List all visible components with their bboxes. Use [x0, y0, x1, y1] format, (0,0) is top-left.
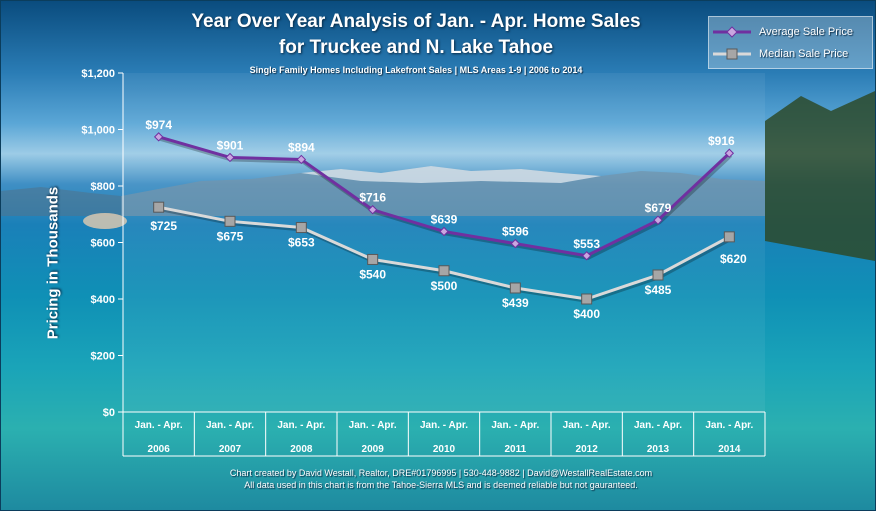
legend-label-median: Median Sale Price: [759, 48, 849, 60]
average-sale-price-point: [510, 238, 521, 249]
legend-item-median: Median Sale Price: [709, 45, 848, 63]
footer-credit: Chart created by David Westall, Realtor,…: [229, 468, 653, 478]
average-sale-price-label: $894: [288, 140, 315, 154]
average-sale-price-label: $916: [708, 134, 735, 148]
chart-title: Year Over Year Analysis of Jan. - Apr. H…: [191, 11, 641, 32]
plot-background: [123, 73, 765, 412]
median-sale-price-label: $675: [217, 229, 244, 243]
median-sale-price-point: [153, 201, 165, 213]
x-category-label: Jan. - Apr.: [420, 420, 468, 431]
chart-subtitle: Single Family Homes Including Lakefront …: [249, 65, 583, 75]
average-sale-price-point: [225, 152, 235, 163]
average-sale-price-label: $901: [217, 138, 244, 152]
average-sale-price-label: $974: [145, 118, 172, 132]
median-sale-price-point: [509, 282, 521, 294]
legend: Average Sale Price Median Sale Price: [708, 16, 873, 69]
median-sale-price-label: $620: [720, 252, 747, 266]
chart-title-line2: for Truckee and N. Lake Tahoe: [278, 37, 554, 58]
average-sale-price-point: [153, 132, 164, 142]
median-sale-price-point: [652, 269, 664, 281]
x-category-year: 2009: [362, 444, 385, 455]
median-sale-price-point: [295, 222, 307, 234]
x-category-year: 2012: [576, 444, 599, 455]
y-tick-label: $800: [91, 181, 115, 193]
average-sale-price-label: $596: [502, 225, 529, 239]
y-tick-label: $0: [103, 407, 115, 419]
legend-swatch-average: [713, 26, 751, 38]
x-category-label: Jan. - Apr.: [705, 420, 753, 431]
median-sale-price-label: $540: [359, 267, 386, 281]
average-sale-price-label: $553: [573, 237, 600, 251]
median-sale-price-point: [224, 215, 236, 227]
x-category-year: 2006: [148, 444, 171, 455]
x-category-year: 2011: [504, 444, 526, 455]
x-category-label: Jan. - Apr.: [563, 420, 611, 431]
x-category-label: Jan. - Apr.: [135, 420, 183, 431]
y-tick-label: $200: [91, 351, 115, 363]
legend-item-average: Average Sale Price: [709, 23, 853, 41]
y-tick-label: $1,000: [81, 125, 115, 137]
x-category-label: Jan. - Apr.: [206, 420, 254, 431]
average-sale-price-label: $679: [645, 201, 672, 215]
median-sale-price-point: [367, 253, 379, 265]
footer-disclaimer: All data used in this chart is from the …: [244, 480, 638, 490]
x-category-year: 2007: [219, 444, 242, 455]
average-sale-price-point: [439, 226, 449, 237]
median-sale-price-point: [723, 231, 735, 243]
median-sale-price-label: $439: [502, 296, 529, 310]
average-sale-price-label: $716: [359, 191, 386, 205]
x-category-year: 2008: [290, 444, 313, 455]
average-sale-price-point: [653, 215, 663, 225]
legend-swatch-median: [713, 48, 751, 60]
median-sale-price-point: [438, 265, 450, 277]
average-sale-price-point: [367, 205, 378, 215]
y-tick-label: $400: [91, 294, 115, 306]
median-sale-price-label: $485: [645, 283, 672, 297]
x-category-year: 2014: [718, 444, 741, 455]
median-sale-price-label: $725: [150, 219, 177, 233]
x-category-year: 2013: [647, 444, 670, 455]
x-category-year: 2010: [433, 444, 456, 455]
x-category-label: Jan. - Apr.: [491, 420, 539, 431]
x-category-label: Jan. - Apr.: [634, 420, 682, 431]
y-tick-label: $600: [91, 238, 115, 250]
median-sale-price-label: $500: [431, 279, 458, 293]
legend-label-average: Average Sale Price: [759, 26, 853, 38]
average-sale-price-point: [581, 251, 592, 261]
chart-footer: Chart created by David Westall, Realtor,…: [121, 467, 761, 491]
median-sale-price-label: $400: [573, 307, 600, 321]
average-sale-price-label: $639: [431, 212, 458, 226]
y-tick-label: $1,200: [81, 68, 115, 80]
x-category-label: Jan. - Apr.: [277, 420, 325, 431]
median-sale-price-point: [581, 293, 593, 305]
average-sale-price-point: [724, 148, 735, 158]
average-sale-price-point: [296, 154, 307, 165]
median-sale-price-label: $653: [288, 236, 315, 250]
x-category-label: Jan. - Apr.: [349, 420, 397, 431]
